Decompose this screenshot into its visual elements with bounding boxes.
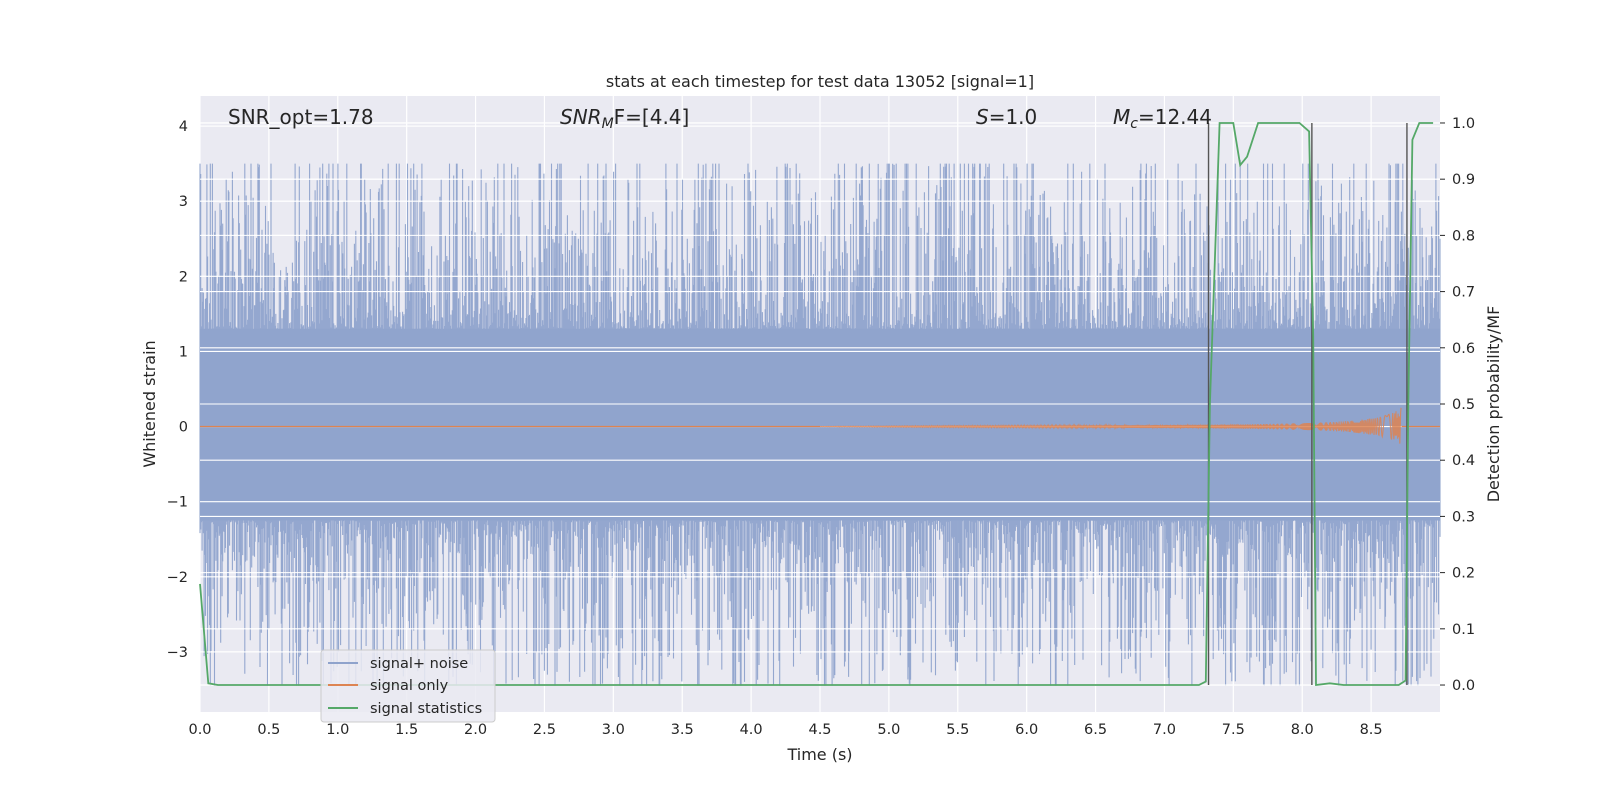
y-tick-label: 0 xyxy=(179,420,188,436)
chart-title: stats at each timestep for test data 130… xyxy=(606,72,1034,91)
x-tick-label: 8.0 xyxy=(1291,722,1314,738)
y-tick-label: 4 xyxy=(179,119,188,135)
y2-tick-label: 0.2 xyxy=(1452,566,1475,582)
x-tick-label: 3.0 xyxy=(602,722,625,738)
signal-statistics-line xyxy=(199,122,1434,687)
legend-label-signal-only: signal only xyxy=(370,678,449,694)
y-axis-label: Whitened strain xyxy=(140,340,159,467)
y2-tick-label: 0.9 xyxy=(1452,172,1475,188)
y2-tick-label: 0.8 xyxy=(1452,228,1475,244)
x-tick-label: 3.5 xyxy=(671,722,694,738)
y-tick-label: 1 xyxy=(179,344,188,360)
x-tick-label: 1.5 xyxy=(395,722,418,738)
y2-tick-label: 0.4 xyxy=(1452,453,1475,469)
signal-statistics-series xyxy=(199,122,1434,687)
signal-only-chirp xyxy=(819,407,1402,444)
x-axis-ticks: 0.0 0.5 1.0 1.5 2.0 2.5 3.0 3.5 4.0 4.5 5.0 5.5 6.0 6… xyxy=(188,722,1382,738)
x-tick-label: 4.0 xyxy=(740,722,763,738)
y-tick-label: −2 xyxy=(167,570,188,586)
legend-label-signal-noise: signal+ noise xyxy=(370,656,468,672)
x-tick-label: 4.5 xyxy=(808,722,831,738)
y-axis-ticks: −3 −2 −1 0 1 2 3 4 xyxy=(167,119,188,661)
y2-tick-label: 0.6 xyxy=(1452,341,1475,357)
annotation-snr-mf: SNRMF=[4.4] xyxy=(560,105,689,132)
x-tick-label: 8.5 xyxy=(1360,722,1383,738)
y2-tick-label: 0.5 xyxy=(1452,397,1475,413)
y2-tick-label: 0.3 xyxy=(1452,509,1475,525)
x-tick-label: 2.5 xyxy=(533,722,556,738)
x-tick-label: 6.5 xyxy=(1084,722,1107,738)
legend-label-signal-statistics: signal statistics xyxy=(370,701,482,717)
x-tick-label: 0.5 xyxy=(257,722,280,738)
x-tick-label: 5.0 xyxy=(877,722,900,738)
y-tick-label: 2 xyxy=(179,269,188,285)
x-tick-label: 1.0 xyxy=(326,722,349,738)
y2-axis-label: Detection probability/MF xyxy=(1484,306,1503,503)
annotation-snr-opt: SNR_opt=1.78 xyxy=(228,105,374,129)
y2-tick-label: 0.0 xyxy=(1452,678,1475,694)
x-axis-label: Time (s) xyxy=(786,745,852,764)
y2-tick-label: 1.0 xyxy=(1452,116,1475,132)
y2-tick-label: 0.1 xyxy=(1452,622,1475,638)
x-tick-label: 5.5 xyxy=(946,722,969,738)
y2-axis-ticks: 0.0 0.1 0.2 0.3 0.4 0.5 0.6 0.7 0.8 0.9 1.0 xyxy=(1440,116,1475,694)
signal-noise-core-band xyxy=(200,328,1440,521)
y2-tick-label: 0.7 xyxy=(1452,285,1475,301)
x-tick-label: 7.5 xyxy=(1222,722,1245,738)
legend: signal+ noise signal only signal statist… xyxy=(320,649,496,723)
annotation-mc: Mc=12.44 xyxy=(1113,105,1212,132)
y-tick-label: −1 xyxy=(167,495,188,511)
x-tick-label: 6.0 xyxy=(1015,722,1038,738)
x-tick-label: 7.0 xyxy=(1153,722,1176,738)
annotation-s: S=1.0 xyxy=(976,105,1037,129)
x-tick-label: 0.0 xyxy=(188,722,211,738)
x-tick-label: 2.0 xyxy=(464,722,487,738)
y-tick-label: 3 xyxy=(179,194,188,210)
y-tick-label: −3 xyxy=(167,645,188,661)
